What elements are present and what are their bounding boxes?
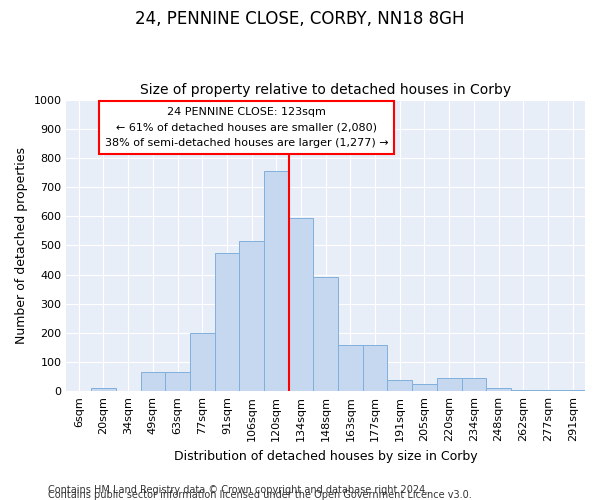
Bar bbox=[412, 384, 437, 391]
Text: Contains HM Land Registry data © Crown copyright and database right 2024.: Contains HM Land Registry data © Crown c… bbox=[48, 485, 428, 495]
Text: 24 PENNINE CLOSE: 123sqm
← 61% of detached houses are smaller (2,080)
38% of sem: 24 PENNINE CLOSE: 123sqm ← 61% of detach… bbox=[105, 107, 388, 148]
Bar bbox=[190, 333, 215, 391]
Bar bbox=[437, 378, 461, 391]
Bar bbox=[486, 388, 511, 391]
Y-axis label: Number of detached properties: Number of detached properties bbox=[15, 147, 28, 344]
Bar bbox=[388, 380, 412, 391]
Bar bbox=[511, 390, 536, 391]
Bar bbox=[91, 388, 116, 391]
X-axis label: Distribution of detached houses by size in Corby: Distribution of detached houses by size … bbox=[174, 450, 478, 462]
Text: Contains public sector information licensed under the Open Government Licence v3: Contains public sector information licen… bbox=[48, 490, 472, 500]
Bar bbox=[461, 378, 486, 391]
Bar bbox=[313, 278, 338, 391]
Bar bbox=[239, 241, 264, 391]
Bar bbox=[560, 390, 585, 391]
Bar bbox=[215, 252, 239, 391]
Bar bbox=[338, 344, 363, 391]
Bar bbox=[289, 218, 313, 391]
Title: Size of property relative to detached houses in Corby: Size of property relative to detached ho… bbox=[140, 83, 511, 97]
Bar bbox=[140, 372, 165, 391]
Bar bbox=[363, 344, 388, 391]
Bar bbox=[264, 171, 289, 391]
Text: 24, PENNINE CLOSE, CORBY, NN18 8GH: 24, PENNINE CLOSE, CORBY, NN18 8GH bbox=[135, 10, 465, 28]
Bar bbox=[536, 390, 560, 391]
Bar bbox=[165, 372, 190, 391]
